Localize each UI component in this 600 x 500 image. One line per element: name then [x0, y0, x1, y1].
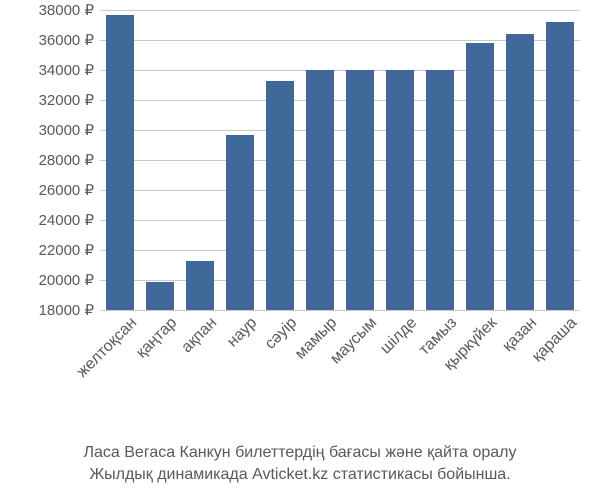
y-tick-label: 28000 ₽	[39, 151, 100, 169]
chart-caption: Ласа Вегаса Канкун билеттердің бағасы жә…	[0, 442, 600, 486]
bar	[506, 34, 535, 310]
y-tick-label: 26000 ₽	[39, 181, 100, 199]
bar	[466, 43, 495, 310]
bar	[546, 22, 575, 310]
caption-line: Ласа Вегаса Канкун билеттердің бағасы жә…	[0, 442, 600, 464]
bar	[186, 261, 215, 311]
caption-line: Жылдық динамикада Avticket.kz статистика…	[0, 464, 600, 486]
grid-line	[100, 10, 580, 11]
y-tick-label: 36000 ₽	[39, 31, 100, 49]
y-tick-label: 20000 ₽	[39, 271, 100, 289]
y-tick-label: 22000 ₽	[39, 241, 100, 259]
bar	[106, 15, 135, 311]
y-tick-label: 30000 ₽	[39, 121, 100, 139]
bar	[146, 282, 175, 311]
y-tick-label: 32000 ₽	[39, 91, 100, 109]
y-tick-label: 38000 ₽	[39, 1, 100, 19]
y-tick-label: 24000 ₽	[39, 211, 100, 229]
plot-area: 18000 ₽20000 ₽22000 ₽24000 ₽26000 ₽28000…	[100, 10, 580, 310]
bar	[346, 70, 375, 310]
y-tick-label: 18000 ₽	[39, 301, 100, 319]
bar	[226, 135, 255, 311]
bar	[306, 70, 335, 310]
bar	[266, 81, 295, 311]
bar	[426, 70, 455, 310]
bar	[386, 70, 415, 310]
y-tick-label: 34000 ₽	[39, 61, 100, 79]
price-chart: 18000 ₽ 20000 ₽ 22000 ₽ 24000 ₽ 26000 ₽ 28000…	[0, 0, 600, 500]
grid-line	[100, 310, 580, 311]
